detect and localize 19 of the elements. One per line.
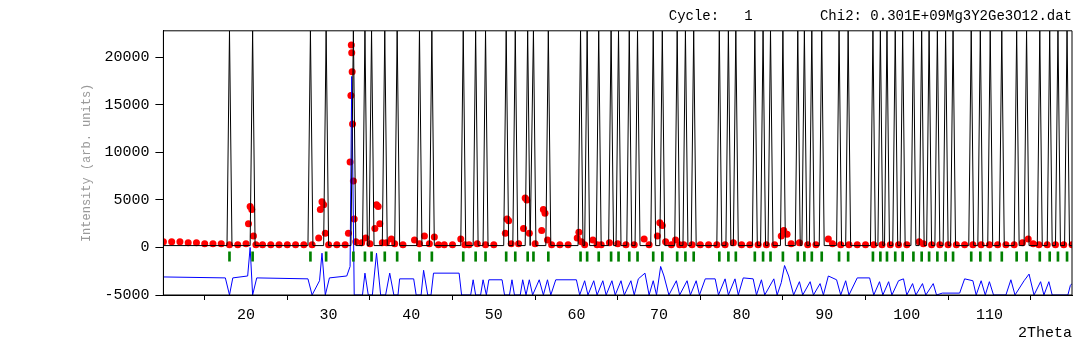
x-tick-label: 100: [893, 306, 921, 324]
y-axis-title: Intensity (arb. units): [80, 83, 95, 243]
x-tick-label: 60: [567, 306, 586, 324]
y-tick-label: 10000: [104, 144, 150, 162]
x-tick-label: 50: [484, 306, 503, 324]
y-tick-label: 0: [140, 239, 150, 257]
x-tick-label: 90: [815, 306, 834, 324]
x-tick-label: 40: [402, 306, 421, 324]
x-tick-label: 70: [650, 306, 669, 324]
y-tick-label: -5000: [104, 286, 150, 304]
x-axis-title: 2Theta: [1017, 324, 1072, 342]
x-tick-label: 80: [732, 306, 751, 324]
x-tick-label: 30: [319, 306, 338, 324]
chart-title: Cycle: 1 Chi2: 0.301E+09Mg3Y2Ge3O12.dat: [668, 8, 1072, 25]
x-tick-label: 110: [975, 306, 1003, 324]
y-tick-label: 15000: [104, 96, 150, 114]
y-tick-label: 20000: [104, 49, 150, 67]
x-tick-label: 20: [237, 306, 256, 324]
y-tick-label: 5000: [113, 191, 150, 209]
